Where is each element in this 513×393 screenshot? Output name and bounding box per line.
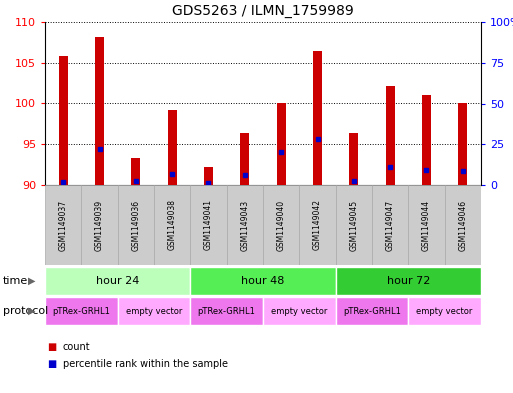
Bar [349,133,359,185]
Bar [45,297,117,325]
Bar [131,158,141,185]
Bar [204,167,213,185]
Text: ■: ■ [48,359,57,369]
Text: GSM1149037: GSM1149037 [58,199,68,251]
Bar [336,297,408,325]
Text: GSM1149046: GSM1149046 [458,199,467,251]
Bar [117,297,190,325]
Text: percentile rank within the sample: percentile rank within the sample [63,359,228,369]
Bar [227,185,263,265]
Text: hour 24: hour 24 [96,276,140,286]
Text: GSM1149042: GSM1149042 [313,200,322,250]
Text: GSM1149036: GSM1149036 [131,199,141,251]
Bar [445,185,481,265]
Bar [58,56,68,185]
Text: GSM1149040: GSM1149040 [277,199,286,251]
Bar [190,185,227,265]
Bar [190,297,263,325]
Text: hour 72: hour 72 [387,276,430,286]
Bar [336,185,372,265]
Bar [45,267,190,295]
Bar [263,185,299,265]
Bar [45,185,82,265]
Text: pTRex-GRHL1: pTRex-GRHL1 [198,307,255,316]
Text: ▶: ▶ [28,276,36,286]
Text: GSM1149045: GSM1149045 [349,199,359,251]
Text: GSM1149038: GSM1149038 [168,200,176,250]
Text: pTRex-GRHL1: pTRex-GRHL1 [343,307,401,316]
Bar [458,103,467,185]
Text: empty vector: empty vector [271,307,327,316]
Text: empty vector: empty vector [126,307,182,316]
Bar [117,185,154,265]
Bar [263,297,336,325]
Text: GSM1149043: GSM1149043 [240,199,249,251]
Title: GDS5263 / ILMN_1759989: GDS5263 / ILMN_1759989 [172,4,354,18]
Bar [168,110,176,185]
Bar [190,267,336,295]
Text: GSM1149039: GSM1149039 [95,199,104,251]
Bar [408,297,481,325]
Text: empty vector: empty vector [417,307,473,316]
Text: protocol: protocol [3,306,48,316]
Bar [95,37,104,185]
Bar [372,185,408,265]
Text: time: time [3,276,28,286]
Text: GSM1149047: GSM1149047 [386,199,394,251]
Text: pTRex-GRHL1: pTRex-GRHL1 [52,307,110,316]
Bar [240,133,249,185]
Text: count: count [63,342,91,352]
Bar [82,185,117,265]
Text: ■: ■ [48,342,57,352]
Bar [277,103,286,185]
Bar [422,95,431,185]
Bar [408,185,445,265]
Text: GSM1149041: GSM1149041 [204,200,213,250]
Bar [313,51,322,185]
Bar [386,86,394,185]
Bar [336,267,481,295]
Bar [154,185,190,265]
Text: ▶: ▶ [28,306,36,316]
Bar [299,185,336,265]
Text: GSM1149044: GSM1149044 [422,199,431,251]
Text: hour 48: hour 48 [241,276,285,286]
